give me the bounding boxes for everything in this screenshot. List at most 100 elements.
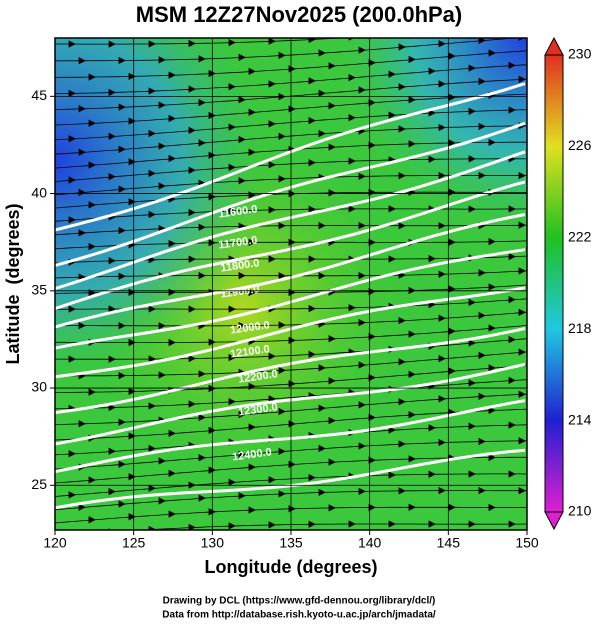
stream-arrow xyxy=(428,155,436,163)
stream-arrow xyxy=(268,38,276,45)
stream-arrow xyxy=(168,114,176,123)
stream-arrow xyxy=(68,135,76,143)
stream-arrow xyxy=(508,106,516,114)
stream-arrow xyxy=(148,355,156,363)
stream-arrow xyxy=(488,138,496,147)
stream-arrow xyxy=(248,506,256,514)
stream-arrow xyxy=(318,444,326,453)
stream-arrow xyxy=(478,122,486,131)
stream-arrow xyxy=(78,321,86,330)
stream-arrow xyxy=(468,205,476,213)
stream-arrow xyxy=(228,522,236,530)
stream-arrow xyxy=(288,238,296,246)
stream-arrow xyxy=(488,324,496,332)
stream-arrow xyxy=(158,371,166,379)
stream-arrow xyxy=(228,478,236,486)
colorbar-tick-label: 214 xyxy=(568,411,592,427)
colorbar-min-arrow xyxy=(544,511,564,531)
stream-arrow xyxy=(188,354,196,363)
stream-arrow xyxy=(398,125,406,133)
stream-arrow xyxy=(478,269,486,277)
y-tick-label: 30 xyxy=(31,379,47,395)
stream-arrow xyxy=(268,80,276,88)
stream-arrow xyxy=(308,77,316,85)
x-tick-label: 150 xyxy=(515,535,539,551)
stream-arrow xyxy=(198,370,206,378)
stream-arrow xyxy=(248,463,256,471)
stream-arrow xyxy=(508,205,516,213)
stream-arrow xyxy=(488,503,496,512)
stream-arrow xyxy=(248,67,256,76)
stream-arrow xyxy=(348,304,356,312)
title: MSM 12Z27Nov2025 (200.0hPa) xyxy=(136,2,463,27)
stream-arrow xyxy=(368,98,376,107)
stream-arrow xyxy=(448,503,456,511)
stream-arrow xyxy=(448,367,456,375)
stream-arrow xyxy=(328,416,336,425)
stream-arrow xyxy=(518,308,526,317)
stream-arrow xyxy=(478,38,486,45)
stream-arrow xyxy=(168,154,176,163)
stream-arrow xyxy=(468,339,476,347)
stream-arrow xyxy=(158,142,166,150)
stream-arrow xyxy=(368,333,376,341)
stream-arrow xyxy=(448,139,456,147)
stream-arrow xyxy=(328,458,336,466)
stream-arrow xyxy=(398,172,406,180)
stream-arrow xyxy=(148,40,156,48)
contour-label: 12400.0 xyxy=(231,446,272,463)
stream-arrow xyxy=(278,51,286,60)
stream-arrow xyxy=(148,484,156,492)
y-tick-label: 25 xyxy=(31,476,47,492)
stream-arrow xyxy=(468,107,476,115)
stream-arrow xyxy=(318,488,326,497)
stream-arrow xyxy=(358,271,366,280)
contour-label: 11900.0 xyxy=(220,283,260,300)
stream-arrow xyxy=(408,503,416,511)
stream-arrow xyxy=(228,397,236,406)
stream-arrow xyxy=(238,96,246,104)
stream-arrow xyxy=(228,207,236,215)
stream-arrow xyxy=(238,321,246,330)
stream-arrow xyxy=(448,93,456,102)
colorbar-tick-label: 226 xyxy=(568,137,592,153)
stream-arrow xyxy=(88,242,96,251)
stream-arrow xyxy=(88,161,96,169)
stream-arrow xyxy=(118,56,126,65)
stream-arrow xyxy=(238,53,246,62)
stream-arrow xyxy=(238,492,246,500)
stream-arrow xyxy=(398,222,406,230)
stream-arrow xyxy=(128,158,136,166)
stream-arrow xyxy=(268,395,276,403)
stream-arrow xyxy=(278,272,286,280)
stream-arrow xyxy=(478,392,486,400)
stream-arrow xyxy=(448,238,456,246)
stream-arrow xyxy=(268,352,276,360)
stream-arrow xyxy=(108,447,116,455)
stream-arrow xyxy=(238,271,246,280)
stream-arrow xyxy=(248,108,256,116)
stream-arrow xyxy=(508,61,516,70)
stream-arrow xyxy=(68,89,76,98)
stream-arrow xyxy=(268,476,276,484)
stream-arrow xyxy=(358,172,366,180)
stream-arrow xyxy=(508,335,516,344)
stream-arrow xyxy=(148,402,156,410)
x-tick-label: 140 xyxy=(358,535,382,551)
stream-arrow xyxy=(68,176,76,184)
stream-arrow xyxy=(518,221,526,229)
stream-arrow xyxy=(509,22,515,28)
stream-arrow xyxy=(148,87,156,95)
stream-arrow xyxy=(468,470,476,478)
stream-arrow xyxy=(248,238,256,246)
stream-arrow xyxy=(488,237,496,246)
x-tick-label: 145 xyxy=(437,535,461,551)
stream-arrow xyxy=(68,491,76,499)
stream-arrow xyxy=(389,31,395,37)
stream-arrow xyxy=(108,257,116,265)
stream-arrow xyxy=(488,364,496,372)
stream-arrow xyxy=(398,316,406,325)
stream-arrow xyxy=(168,71,176,79)
stream-arrow xyxy=(168,239,176,248)
stream-arrow xyxy=(508,520,516,528)
